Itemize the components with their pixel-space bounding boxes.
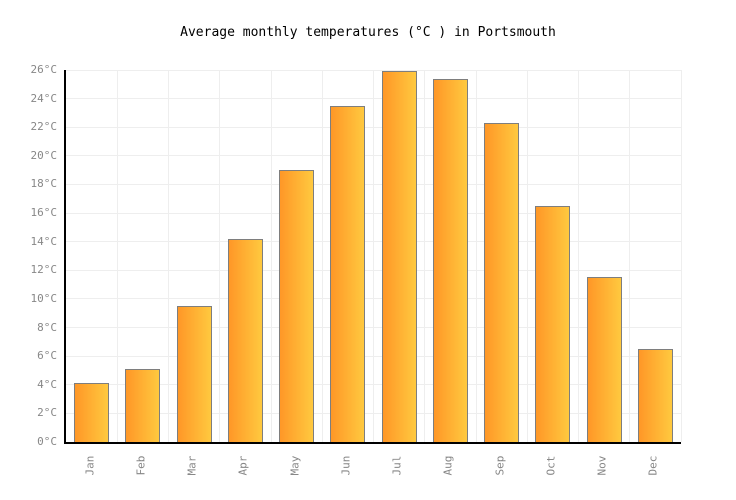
x-tick-label-text: Mar [185,455,199,475]
x-tick-label-text: Nov [595,455,609,475]
bar-apr [227,239,263,442]
x-tick-label-text: Apr [236,455,250,475]
plot-area [64,69,682,444]
y-tick-label-12: 12°C [30,263,58,277]
x-tick-label-text: May [288,455,302,475]
x-tick-label-sep: Sep [482,446,518,484]
vertical-gridline-7 [424,70,426,442]
vertical-gridline-3 [219,70,221,442]
x-tick-label-oct: Oct [533,446,569,484]
x-tick-label-dec: Dec [635,446,671,484]
y-tick-label-18: 18°C [30,177,58,191]
vertical-gridline-8 [475,70,477,442]
vertical-gridline-10 [578,70,579,442]
x-tick-label-jan: Jan [72,446,108,484]
y-tick-label-10: 10°C [30,291,58,305]
bar-jul [381,71,417,442]
vertical-gridline-1 [116,70,118,442]
x-tick-label-text: Sep [493,455,507,475]
x-tick-label-may: May [277,446,313,484]
bar-oct [535,206,571,442]
x-tick-label-text: Oct [544,455,558,475]
bar-feb [125,369,161,442]
x-tick-label-text: Feb [134,455,148,475]
y-tick-label-2: 2°C [37,406,57,420]
x-tick-label-jun: Jun [328,446,364,484]
vertical-gridline-5 [321,70,323,442]
bar-may [279,170,315,442]
y-tick-label-8: 8°C [37,320,57,334]
x-tick-label-text: Aug [441,455,455,475]
y-tick-label-20: 20°C [30,148,58,162]
x-tick-label-text: Jan [83,455,97,475]
x-tick-label-feb: Feb [123,446,159,484]
x-tick-label-apr: Apr [225,446,261,484]
bar-jan [74,383,110,442]
x-tick-label-aug: Aug [430,446,466,484]
vertical-gridline-12 [680,70,682,442]
vertical-gridline-4 [270,70,272,442]
x-tick-label-text: Dec [646,455,660,475]
chart-title: Average monthly temperatures (°C ) in Po… [180,25,556,40]
vertical-gridline-9 [526,70,528,442]
x-tick-label-text: Jun [339,455,353,475]
vertical-gridline-6 [373,70,374,442]
y-tick-label-16: 16°C [30,206,58,220]
y-tick-label-14: 14°C [30,234,58,248]
vertical-gridline-11 [629,70,631,442]
y-tick-label-24: 24°C [30,91,58,105]
y-tick-label-0: 0°C [37,435,57,448]
y-tick-label-26: 26°C [30,63,58,76]
bar-jun [330,106,366,442]
x-tick-label-nov: Nov [584,446,620,484]
y-tick-label-4: 4°C [37,377,57,391]
bar-nov [586,277,622,442]
x-tick-label-jul: Jul [379,446,415,484]
vertical-gridline-2 [168,70,169,442]
bar-mar [176,306,212,442]
bar-aug [432,79,468,442]
y-tick-label-6: 6°C [37,349,57,363]
x-tick-label-mar: Mar [174,446,210,484]
bar-sep [484,123,520,442]
bar-dec [637,349,673,442]
x-tick-label-text: Jul [390,455,404,475]
y-tick-label-22: 22°C [30,120,58,134]
